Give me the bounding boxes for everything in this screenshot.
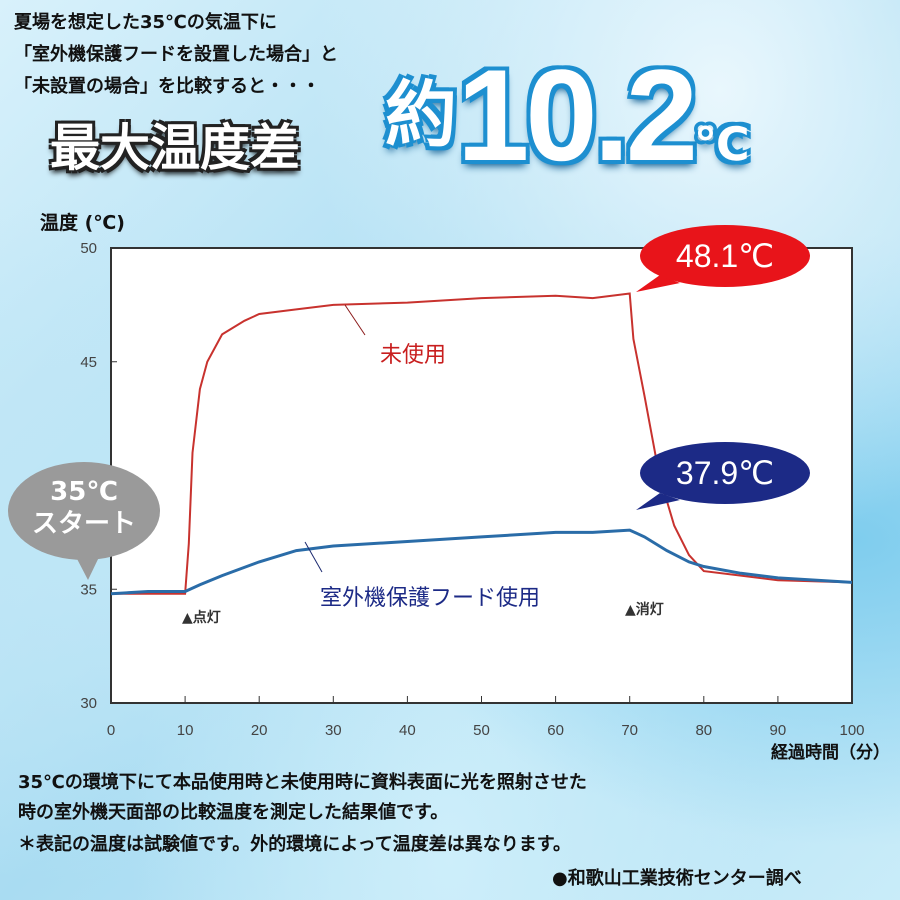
intro-line: 夏場を想定した35℃の気温下に — [14, 12, 277, 33]
x-axis-label: 経過時間（分） — [771, 742, 890, 763]
approx-label: 約 — [385, 73, 458, 157]
leader-line — [344, 304, 366, 336]
series-label-unused: 未使用 — [380, 343, 446, 368]
x-tick-label: 70 — [621, 722, 638, 739]
x-tick-label: 80 — [695, 722, 712, 739]
y-tick-label: 50 — [80, 240, 97, 257]
start-bubble: 35℃ スタート — [8, 462, 160, 560]
x-tick-label: 50 — [473, 722, 490, 739]
intro-line: 「室外機保護フードを設置した場合」と — [14, 44, 338, 65]
bubble-tail — [75, 555, 100, 580]
series-line-hood — [110, 528, 853, 596]
footnote: 35℃の環境下にて本品使用時と未使用時に資料表面に光を照射させた — [18, 772, 587, 793]
start-label: スタート — [31, 509, 136, 539]
intro-line: 「未設置の場合」を比較すると・・・ — [14, 76, 320, 97]
leader-line — [304, 541, 323, 573]
start-temp: 35℃ — [50, 477, 118, 507]
y-axis-label: 温度 (℃) — [40, 212, 125, 234]
footnote: ＊表記の温度は試験値です。外的環境によって温度差は異なります。 — [18, 834, 571, 855]
x-tick-label: 0 — [107, 722, 115, 739]
series-line-unused — [111, 292, 853, 595]
light-on-annotation: ▲点灯 — [182, 609, 221, 626]
x-tick-label: 10 — [177, 722, 194, 739]
footnote: 時の室外機天面部の比較温度を測定した結果値です。 — [18, 802, 449, 823]
bubble-tail — [636, 493, 680, 510]
y-tick-label: 45 — [80, 354, 97, 371]
x-tick-label: 30 — [325, 722, 342, 739]
y-tick-label: 30 — [80, 695, 97, 712]
x-tick-label: 20 — [251, 722, 268, 739]
y-tick-label: 35 — [80, 581, 97, 598]
x-tick-label: 40 — [399, 722, 416, 739]
headline: 最大温度差 — [50, 119, 300, 177]
x-tick-label: 100 — [839, 722, 864, 739]
series-label-hood: 室外機保護フード使用 — [320, 586, 540, 611]
light-off-annotation: ▲消灯 — [625, 601, 664, 618]
x-tick-label: 60 — [547, 722, 564, 739]
difference-value: 10.2 — [457, 42, 698, 188]
max-difference: 約10.2℃ — [385, 40, 750, 190]
source-note: ●和歌山工業技術センター調べ — [552, 868, 802, 889]
x-tick-label: 90 — [770, 722, 787, 739]
unused-max-bubble: 48.1℃ — [640, 225, 810, 287]
hood-max-bubble: 37.9℃ — [640, 442, 810, 504]
difference-unit: ℃ — [694, 117, 750, 171]
